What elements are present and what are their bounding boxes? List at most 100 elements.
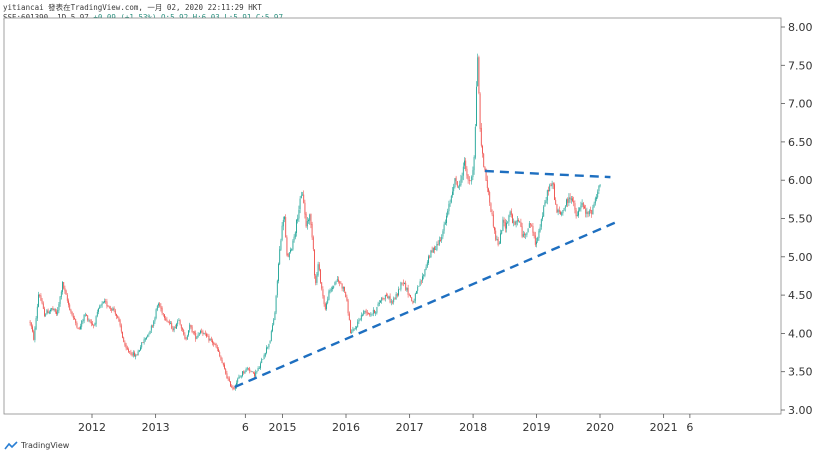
- trendline-resistance[interactable]: [484, 169, 611, 179]
- candle-body: [510, 211, 512, 215]
- candle-body: [416, 291, 417, 294]
- candle-body: [470, 180, 471, 182]
- candle-body: [363, 311, 365, 315]
- candle-body: [294, 232, 296, 238]
- candle-body: [162, 313, 164, 315]
- candle-body: [164, 314, 165, 318]
- candle-body: [552, 182, 554, 185]
- candle-body: [118, 317, 120, 321]
- candle-body: [581, 202, 583, 206]
- candle-body: [53, 308, 55, 310]
- candle-body: [383, 298, 385, 300]
- candle-body: [570, 198, 572, 200]
- candle-body: [342, 286, 344, 289]
- candle-body: [533, 232, 535, 236]
- candle-body: [562, 210, 564, 214]
- candle-body: [285, 216, 287, 238]
- candle-body: [300, 195, 302, 199]
- candle-body: [310, 213, 312, 225]
- candle-body: [161, 307, 163, 314]
- candle-body: [370, 314, 372, 316]
- y-tick-label: 8.00: [788, 21, 813, 34]
- candle-body: [591, 209, 593, 215]
- candle-body: [508, 215, 510, 222]
- candle-body: [176, 323, 177, 329]
- candle-body: [201, 331, 203, 332]
- candle-body: [129, 351, 131, 353]
- candle-body: [76, 323, 78, 328]
- candle-body: [503, 220, 505, 223]
- candle-body: [158, 303, 159, 306]
- candle-body: [317, 264, 319, 276]
- trendline-support[interactable]: [234, 221, 617, 389]
- candle-body: [113, 308, 115, 311]
- candle-body: [291, 249, 293, 251]
- candle-body: [56, 311, 57, 315]
- candle-body: [92, 323, 93, 325]
- candle-body: [438, 239, 440, 245]
- candle-body: [208, 335, 210, 341]
- candle-body: [304, 202, 306, 215]
- candle-body: [444, 222, 446, 225]
- candle-body: [267, 346, 269, 348]
- candle-body: [33, 331, 35, 340]
- candle-body: [237, 379, 239, 383]
- candle-body: [420, 280, 422, 282]
- candle-body: [495, 230, 497, 240]
- candle-body: [30, 322, 32, 327]
- candle-body: [376, 306, 378, 313]
- candle-body: [144, 338, 146, 340]
- candle-body: [221, 360, 223, 364]
- candle-body: [288, 252, 290, 258]
- candle-body: [550, 184, 552, 186]
- x-tick-label: 6: [242, 421, 249, 434]
- candle-body: [146, 337, 147, 339]
- candle-body: [249, 368, 251, 371]
- x-tick-label: 2015: [269, 421, 297, 434]
- candle-body: [328, 291, 330, 300]
- candle-body: [419, 281, 421, 286]
- candle-body: [128, 349, 129, 352]
- candle-body: [568, 197, 570, 203]
- candle-body: [485, 168, 487, 181]
- candle-body: [309, 214, 311, 221]
- candle-body: [212, 340, 213, 343]
- candle-body: [386, 294, 387, 297]
- candle-body: [371, 313, 373, 315]
- candle-body: [340, 283, 342, 284]
- candle-body: [302, 194, 303, 196]
- candle-body: [112, 308, 114, 311]
- candle-body: [104, 301, 105, 303]
- y-tick-label: 4.50: [788, 289, 813, 302]
- candle-body: [450, 195, 452, 203]
- x-axis[interactable]: 2012 2013 6 2015 2016 2017 2018 2019 2020 2021 6: [78, 414, 693, 434]
- candle-body: [153, 321, 155, 327]
- candle-body: [35, 318, 37, 330]
- candle-body: [357, 321, 359, 328]
- footer-branding: TradingView: [4, 441, 69, 450]
- candle-body: [218, 349, 219, 352]
- y-axis[interactable]: 8.00 7.50 7.00 6.50 6.00 5.50 5.00 4.50 4.00 3.50…: [781, 21, 813, 417]
- candle-body: [95, 316, 97, 325]
- y-tick-label: 3.00: [788, 404, 813, 417]
- candle-body: [84, 314, 86, 316]
- candle-body: [124, 342, 126, 346]
- candle-body: [372, 309, 374, 314]
- candle-body: [77, 327, 79, 329]
- candle-body: [278, 263, 279, 282]
- y-tick-label: 5.00: [788, 251, 813, 264]
- candle-body: [230, 381, 231, 387]
- trendlines-layer[interactable]: [234, 169, 617, 389]
- candle-body: [250, 370, 252, 372]
- candle-body: [424, 269, 426, 276]
- candle-body: [519, 221, 521, 223]
- candle-body: [142, 342, 144, 343]
- candle-body: [480, 127, 482, 146]
- candle-body: [478, 57, 480, 93]
- candle-body: [540, 219, 542, 227]
- candle-body: [315, 275, 317, 284]
- candle-body: [41, 300, 43, 304]
- candle-body: [177, 320, 179, 325]
- candle-body: [472, 170, 474, 178]
